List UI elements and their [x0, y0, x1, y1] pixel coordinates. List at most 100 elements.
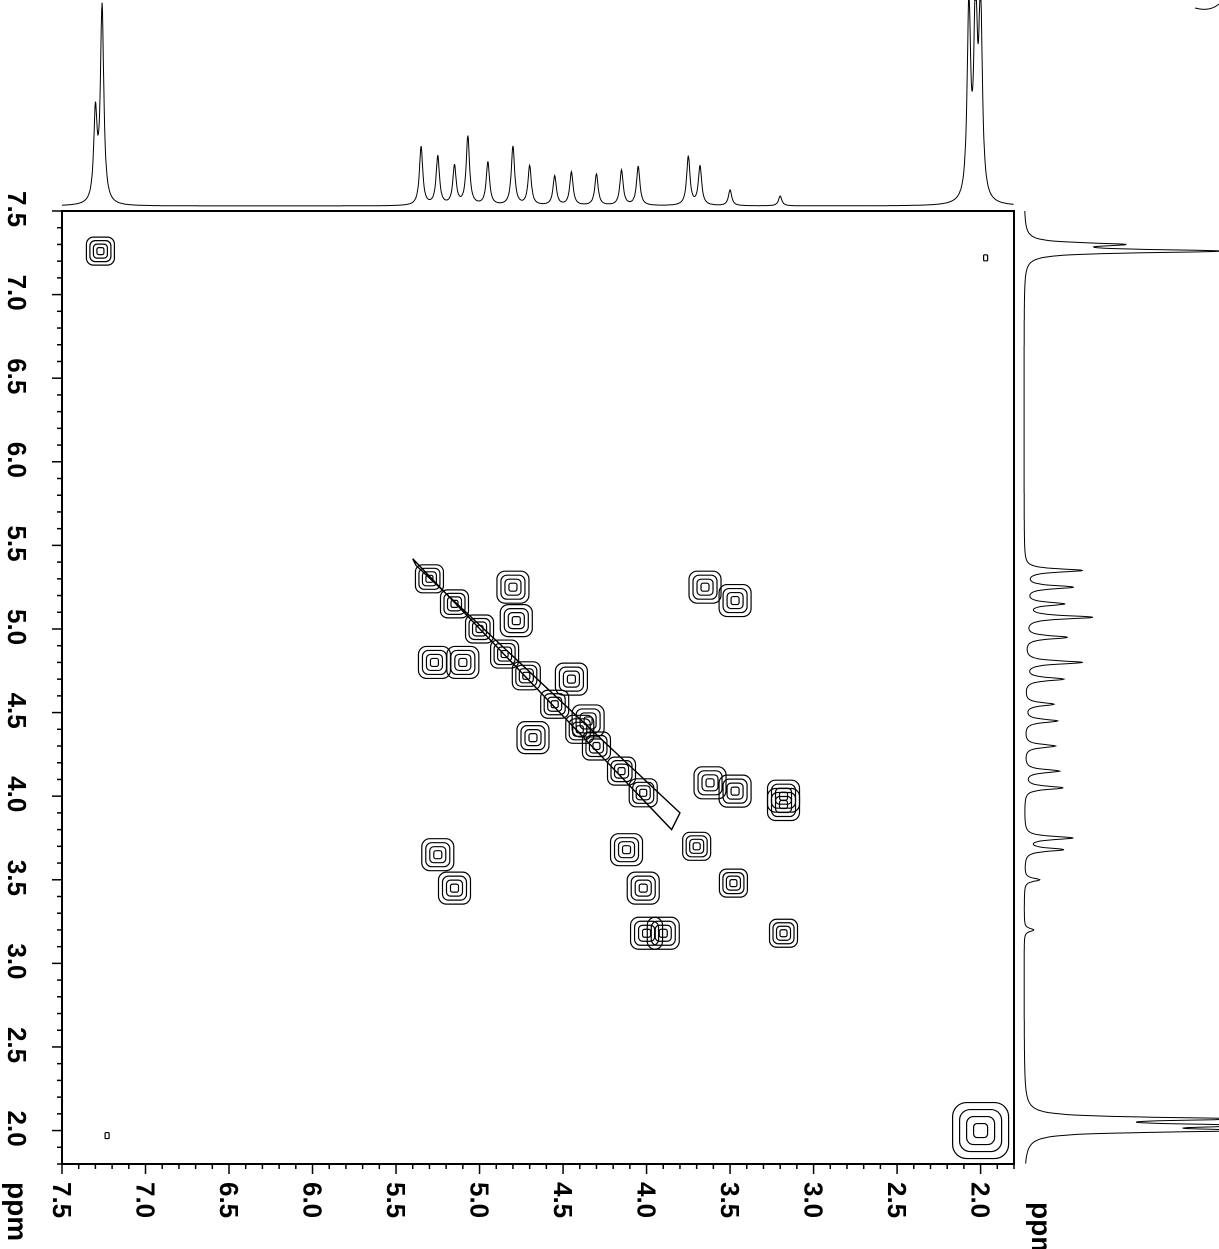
contour-ring [718, 774, 752, 808]
contour-ring [641, 928, 652, 938]
contour-ring [696, 578, 714, 596]
contour-ring [454, 653, 472, 672]
y-tick-label: 3.0 [2, 943, 32, 979]
contour-ring [705, 778, 715, 788]
x-tick-label: 4.5 [548, 1182, 578, 1218]
contour-ring [518, 668, 534, 684]
contour-ring [449, 883, 460, 893]
y-tick-label: 2.0 [2, 1111, 32, 1147]
contour-peaks [85, 236, 1010, 1160]
y-tick-label: 2.5 [2, 1027, 32, 1063]
contour-peak [718, 774, 752, 808]
x-tick-label: 3.0 [799, 1182, 829, 1218]
contour-ring [633, 920, 660, 946]
contour-ring [515, 664, 538, 687]
contour-ring [972, 1122, 989, 1139]
contour-ring [697, 770, 723, 796]
contour-ring [726, 782, 744, 800]
contour-ring [96, 247, 105, 256]
contour-ring [634, 879, 652, 897]
contour-ring [610, 759, 633, 783]
x-tick-label: 3.5 [715, 1182, 745, 1218]
contour-ring [646, 916, 680, 950]
contour-ring [458, 657, 468, 668]
x-tick-label: 5.5 [381, 1182, 411, 1218]
contour-ring [689, 838, 705, 854]
contour-ring [775, 925, 792, 941]
x-tick-label: 6.5 [214, 1182, 244, 1218]
contour-ring [571, 704, 605, 738]
contour-ring [778, 799, 789, 810]
contour-ring [588, 738, 605, 754]
contour-ring [85, 236, 116, 266]
x-tick-label: 7.0 [131, 1182, 161, 1218]
contour-peak [688, 570, 722, 604]
contour-peak [446, 645, 480, 680]
contour-ring [489, 639, 520, 669]
contour-ring [722, 872, 745, 895]
y-tick-label: 6.5 [2, 358, 32, 394]
contour-peak [421, 838, 455, 872]
contour-peak [499, 604, 533, 638]
contour-ring [766, 787, 801, 822]
contour-peak [768, 918, 799, 948]
y-tick-label: 7.5 [2, 191, 32, 227]
y-tick-label: 3.5 [2, 860, 32, 896]
contour-ring [421, 838, 455, 872]
y-tick-label: 4.0 [2, 776, 32, 812]
contour-ring [471, 621, 488, 637]
contour-peak [414, 564, 445, 594]
contour-ring [650, 920, 676, 946]
diagonal-outline [412, 558, 681, 831]
contour-peak [626, 871, 660, 905]
contour-ring [730, 595, 740, 606]
contour-ring [445, 879, 464, 897]
contour-ring [528, 733, 538, 743]
x-tick-label: 2.5 [882, 1182, 912, 1218]
contour-ring [682, 831, 712, 861]
contour-ring [951, 1101, 1010, 1160]
contour-ring [632, 781, 655, 804]
contour-ring [520, 725, 546, 751]
contour-peak [85, 236, 116, 266]
contour-ring [621, 845, 632, 855]
contour-ring [511, 616, 521, 626]
x-tick-label: 6.0 [298, 1182, 328, 1218]
y-tick-label: 5.0 [2, 609, 32, 645]
contour-ring [626, 871, 660, 905]
contour-ring [554, 662, 589, 696]
contour-ring [504, 578, 522, 596]
contour-peak [693, 766, 727, 800]
x-tick-label: 2.0 [966, 1182, 996, 1218]
contour-peak [437, 871, 472, 905]
contour-peak [766, 787, 801, 822]
contour-ring [414, 564, 445, 594]
contour-ring [425, 653, 444, 672]
contour-ring [635, 785, 651, 801]
contour-ring [770, 791, 797, 818]
contour-ring [547, 696, 563, 712]
contour-ring [637, 924, 656, 942]
contour-ring [468, 617, 491, 641]
contour-ring [583, 716, 593, 726]
contour-peak [571, 704, 605, 738]
contour-ring [725, 875, 742, 891]
plot-frame [61, 210, 1015, 1165]
y-tick-label: 5.5 [2, 525, 32, 561]
contour-ring [493, 642, 516, 666]
contour-ring [700, 582, 710, 592]
contour-ring [613, 837, 640, 863]
contour-ring [524, 729, 542, 747]
x-axis: 7.5 7.0 6.5 6.0 5.5 5.0 4.5 4.0 3.5 3.0 2.5 2.0 [47, 1164, 1015, 1218]
y-axis: 7.5 7.0 6.5 6.0 5.5 5.0 4.5 4.0 3.5 3.0 2.5 2.0 [2, 191, 62, 1165]
contour-ring [500, 649, 509, 659]
contour-ring [579, 712, 597, 730]
contour-ring [425, 842, 451, 868]
contour-ring [516, 721, 550, 755]
contour-ring [558, 666, 585, 692]
contour-ring [688, 570, 722, 604]
x-tick-label: 5.0 [465, 1182, 495, 1218]
contour-peak [629, 916, 664, 950]
contour-ring [92, 243, 109, 259]
